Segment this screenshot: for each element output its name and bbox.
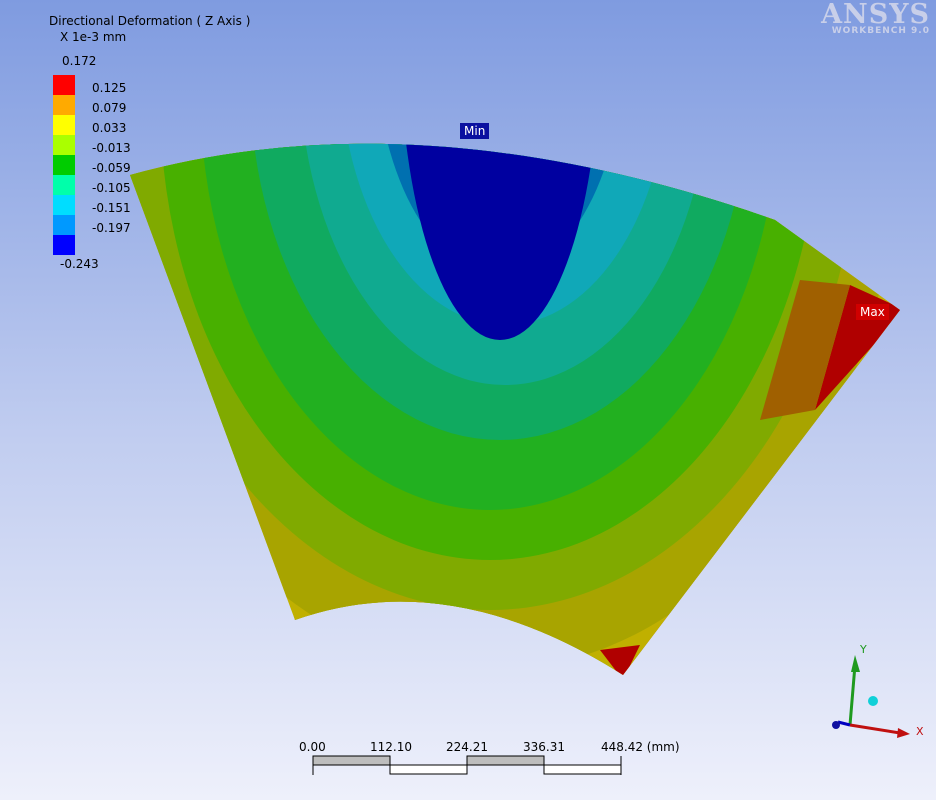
logo-product: WORKBENCH 9.0 [831,26,930,36]
legend-swatch [53,155,75,175]
legend-units: X 1e-3 mm [60,30,127,44]
min-probe-label[interactable]: Min [460,123,490,139]
legend-swatch [53,75,75,95]
legend-entry-label: 0.033 [92,121,127,135]
legend-entry-label: -0.151 [92,201,131,215]
legend-swatch [53,175,75,195]
legend-swatch [53,195,75,215]
triad-x-label: X [916,725,924,738]
legend-entry-label: -0.013 [92,141,131,155]
legend-swatch [53,135,75,155]
legend-title: Directional Deformation ( Z Axis ) [49,14,251,28]
legend-swatch [53,115,75,135]
legend-entry-label: -0.105 [92,181,131,195]
max-probe-label[interactable]: Max [856,304,889,320]
legend-entry-label: 0.125 [92,81,127,95]
scale-tick-label: 224.21 [446,740,488,754]
legend-min-value: -0.243 [60,257,99,271]
logo-brand: ANSYS [821,0,930,30]
model-top-face [130,143,900,675]
scale-tick-label: 112.10 [370,740,412,754]
scale-tick-label: 0.00 [299,740,326,754]
triad-y-label: Y [860,643,867,656]
legend-entry-label: 0.079 [92,101,127,115]
scale-tick-label: 336.31 [523,740,565,754]
legend-entry-label: -0.197 [92,221,131,235]
ansys-logo: ANSYS WORKBENCH 9.0 [821,0,930,36]
legend-swatch [53,235,75,255]
legend-swatch [53,95,75,115]
legend-max-value: 0.172 [62,54,97,68]
legend-swatch [53,215,75,235]
legend-entry-label: -0.059 [92,161,131,175]
scale-tick-label: 448.42 (mm) [601,740,680,754]
coordinate-triad[interactable] [832,655,910,738]
scale-bar [312,755,622,775]
